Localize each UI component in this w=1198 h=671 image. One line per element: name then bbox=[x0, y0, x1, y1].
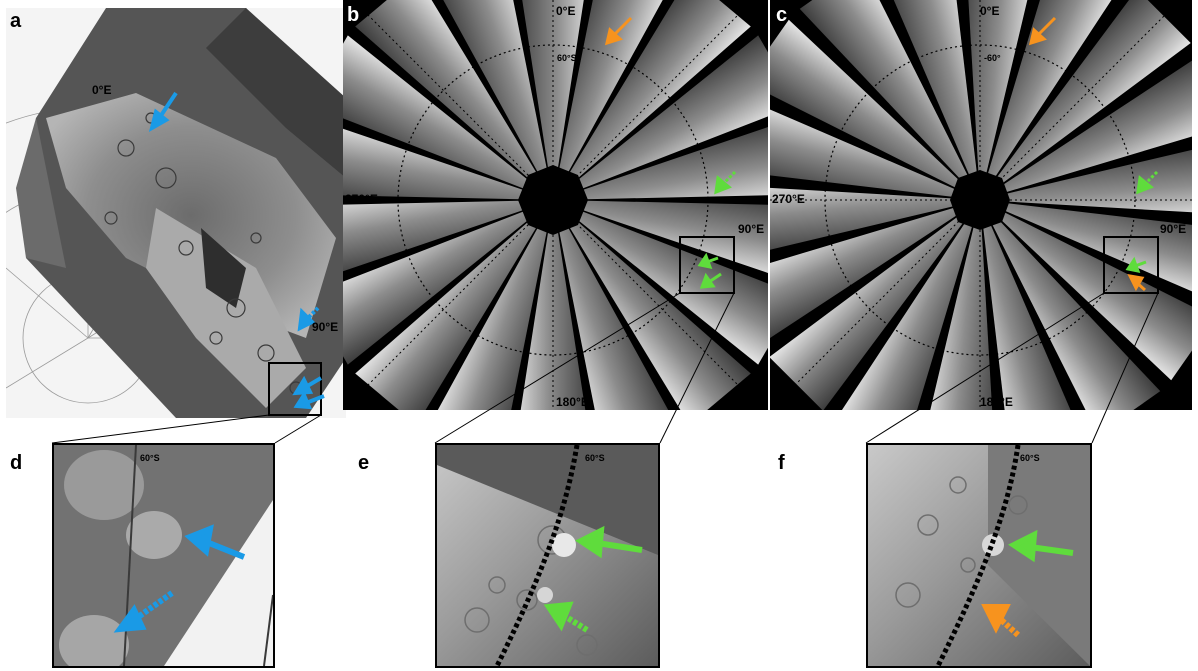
panel-c-lon270-label: 270°E bbox=[772, 192, 805, 206]
panel-e: 60°S bbox=[435, 443, 660, 668]
panel-b-lon0-label: 0°E bbox=[556, 4, 576, 18]
panel-c-lon180-label: 180°E bbox=[980, 395, 1013, 409]
panel-d-letter: d bbox=[10, 452, 23, 474]
panel-e-lat-label: 60°S bbox=[585, 453, 605, 463]
panel-c-lat-label: -60° bbox=[984, 53, 1001, 63]
panel-c-letter: c bbox=[776, 4, 788, 26]
panel-a-lon90-label: 90°E bbox=[312, 320, 339, 334]
panel-c-map bbox=[770, 0, 1192, 410]
panel-b-lat-label: 60°S bbox=[557, 53, 577, 63]
panel-d-image bbox=[54, 445, 273, 666]
panel-f-lat-label: 60°S bbox=[1020, 453, 1040, 463]
panel-d: 60°S bbox=[52, 443, 275, 668]
panel-a-map bbox=[6, 8, 346, 418]
panel-c-lon90-label: 90°E bbox=[1160, 222, 1187, 236]
panel-b-lon90-label: 90°E bbox=[738, 222, 765, 236]
panel-c: 0°E -60° 270°E 90°E 180°E c bbox=[770, 0, 1192, 410]
panel-d-lat-label: 60°S bbox=[140, 453, 160, 463]
panel-e-image bbox=[437, 445, 658, 666]
panel-e-letter: e bbox=[358, 452, 370, 474]
panel-f-image bbox=[868, 445, 1090, 666]
panel-a-lon0-label: 0°E bbox=[92, 83, 112, 97]
panel-a-letter: a bbox=[10, 10, 22, 32]
panel-b-lon180-label: 180°E bbox=[556, 395, 589, 409]
panel-b: 0°E 60°S 270°E 90°E 180°E b bbox=[343, 0, 768, 410]
panel-c-lon0-label: 0°E bbox=[980, 4, 1000, 18]
panel-b-lon270-label: 270°E bbox=[345, 192, 378, 206]
panel-f: 60°S bbox=[866, 443, 1092, 668]
panel-b-letter: b bbox=[347, 4, 360, 26]
panel-b-map bbox=[343, 0, 768, 410]
panel-f-letter: f bbox=[778, 452, 785, 474]
panel-a: 0°E 90°E a bbox=[6, 8, 346, 418]
